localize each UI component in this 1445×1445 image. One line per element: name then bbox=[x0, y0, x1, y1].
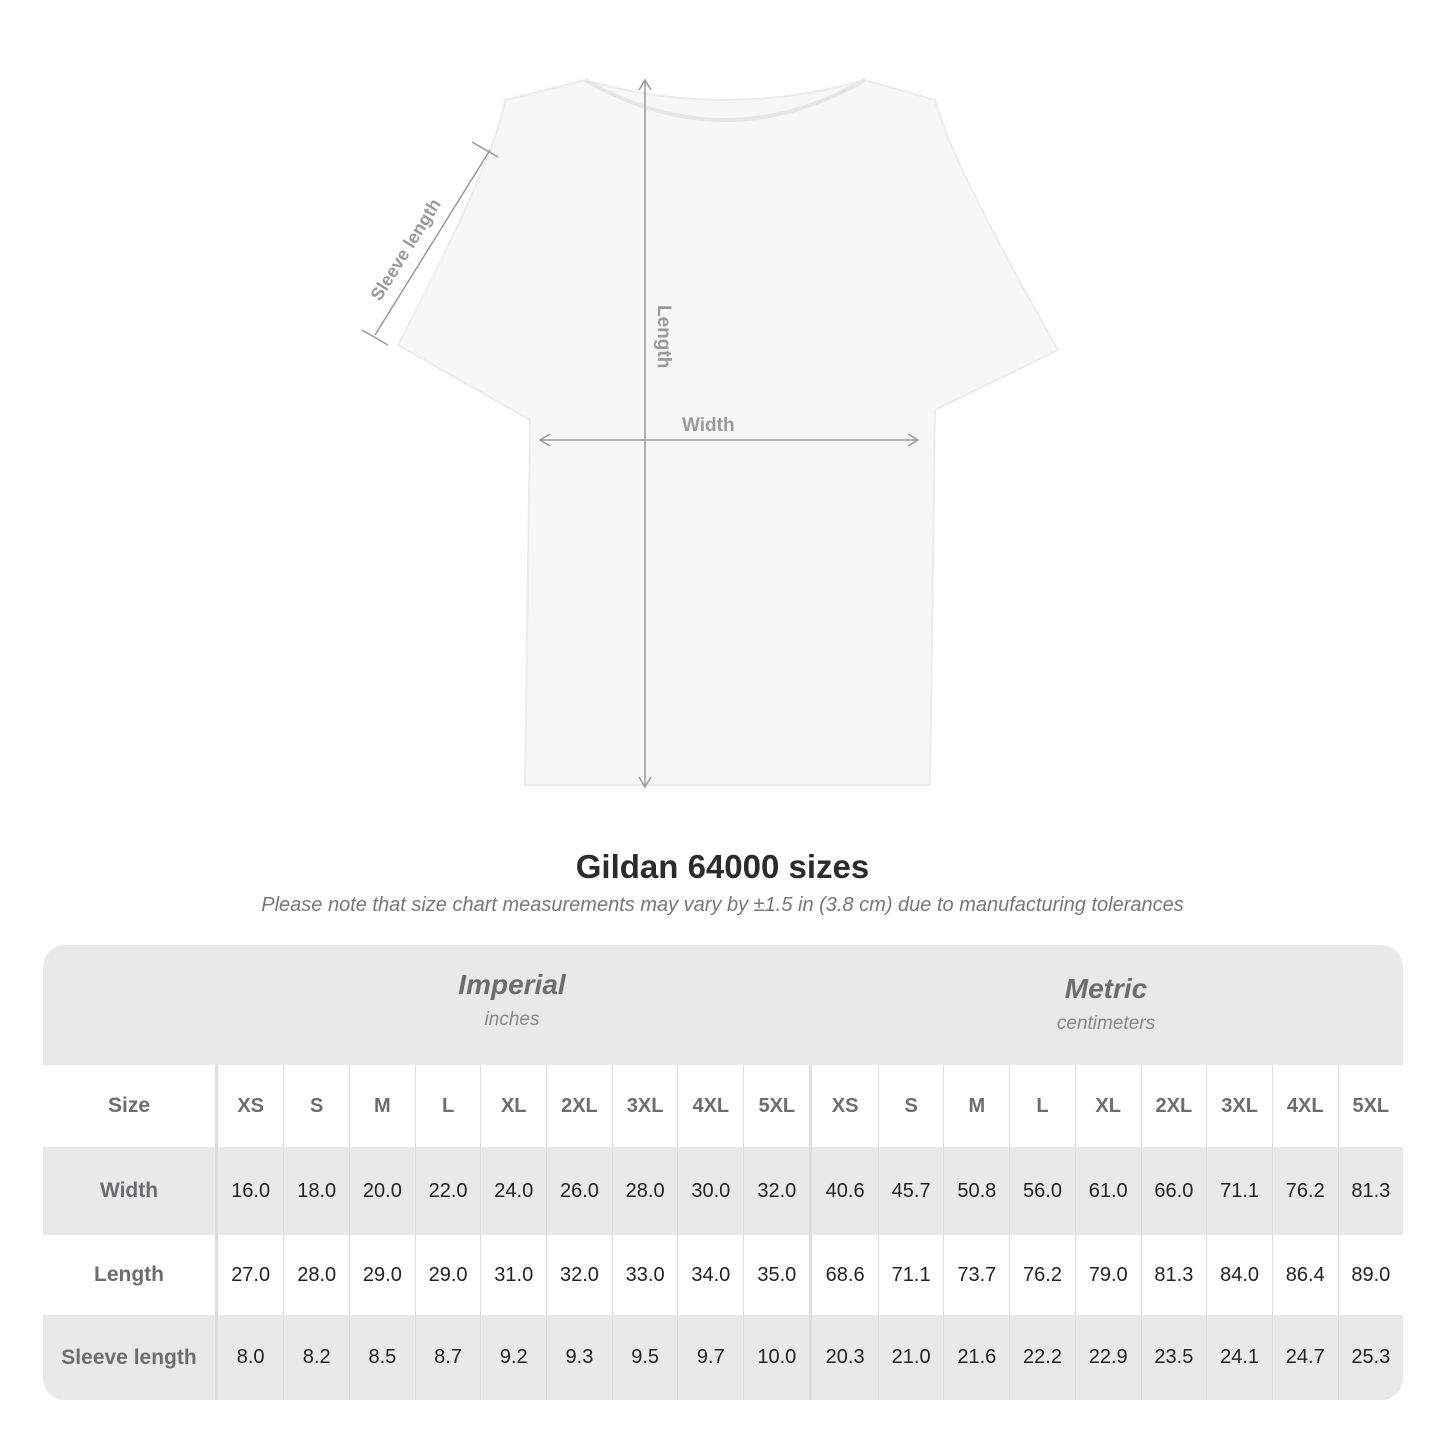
table-cell: 40.6 bbox=[809, 1147, 879, 1235]
width-label: Width bbox=[682, 415, 735, 436]
chart-title: Gildan 64000 sizes bbox=[575, 848, 870, 885]
size-header-metric: 4XL bbox=[1271, 1065, 1339, 1147]
table-cell: 35.0 bbox=[743, 1235, 811, 1315]
row-label: Length bbox=[43, 1235, 218, 1315]
table-cell: 30.0 bbox=[677, 1147, 744, 1235]
size-header-imperial: 3XL bbox=[611, 1065, 678, 1147]
row-label: Width bbox=[43, 1147, 218, 1235]
table-row: Size XS S M L XL 2XL 3XL 4XL 5XL XS S M L XL 2XL 3XL 4XL 5… bbox=[43, 1065, 1403, 1147]
size-header-metric: S bbox=[877, 1065, 944, 1147]
table-cell: 71.1 bbox=[1206, 1147, 1273, 1235]
table-cell: 24.1 bbox=[1206, 1315, 1273, 1400]
table-cell: 66.0 bbox=[1140, 1147, 1207, 1235]
table-cell: 81.3 bbox=[1337, 1147, 1403, 1235]
size-header-metric: XS bbox=[809, 1065, 879, 1147]
table-cell: 84.0 bbox=[1206, 1235, 1273, 1315]
length-label: Length bbox=[653, 305, 674, 368]
size-header-metric: 5XL bbox=[1337, 1065, 1403, 1147]
size-header-imperial: M bbox=[349, 1065, 416, 1147]
size-header-imperial: L bbox=[414, 1065, 481, 1147]
table-row: Sleeve length 8.0 8.2 8.5 8.7 9.2 9.3 9.5 9.7 10.… bbox=[43, 1315, 1403, 1400]
size-header-metric: 2XL bbox=[1140, 1065, 1207, 1147]
table-cell: 20.0 bbox=[349, 1147, 416, 1235]
table-cell: 22.0 bbox=[414, 1147, 481, 1235]
table-cell: 16.0 bbox=[215, 1147, 284, 1235]
table-cell: 28.0 bbox=[611, 1147, 678, 1235]
table-cell: 8.2 bbox=[283, 1315, 350, 1400]
table-cell: 32.0 bbox=[743, 1147, 811, 1235]
table-cell: 28.0 bbox=[283, 1235, 350, 1315]
table-cell: 22.2 bbox=[1009, 1315, 1076, 1400]
tolerance-note: Please note that size chart measurements… bbox=[261, 894, 1184, 916]
table-cell: 61.0 bbox=[1074, 1147, 1142, 1235]
table-cell: 9.7 bbox=[677, 1315, 744, 1400]
tshirt-image bbox=[396, 78, 1060, 786]
table-cell: 8.0 bbox=[215, 1315, 284, 1400]
table-cell: 24.0 bbox=[480, 1147, 547, 1235]
table-cell: 23.5 bbox=[1140, 1315, 1207, 1400]
table-cell: 25.3 bbox=[1337, 1315, 1403, 1400]
metric-header: Metric centimeters bbox=[809, 973, 1403, 1093]
table-cell: 73.7 bbox=[943, 1235, 1010, 1315]
table-cell: 24.7 bbox=[1271, 1315, 1339, 1400]
table-cell: 56.0 bbox=[1009, 1147, 1076, 1235]
imperial-title: Imperial bbox=[458, 969, 566, 1000]
table-cell: 34.0 bbox=[677, 1235, 744, 1315]
table-cell: 21.6 bbox=[943, 1315, 1010, 1400]
table-cell: 9.5 bbox=[611, 1315, 678, 1400]
table-cell: 33.0 bbox=[611, 1235, 678, 1315]
table-cell: 9.2 bbox=[480, 1315, 547, 1400]
table-cell: 29.0 bbox=[414, 1235, 481, 1315]
table-cell: 9.3 bbox=[546, 1315, 613, 1400]
size-header-imperial: 4XL bbox=[677, 1065, 744, 1147]
imperial-unit: inches bbox=[484, 1009, 540, 1030]
table-cell: 71.1 bbox=[877, 1235, 944, 1315]
table-cell: 21.0 bbox=[877, 1315, 944, 1400]
size-header-metric: 3XL bbox=[1206, 1065, 1273, 1147]
table-cell: 8.5 bbox=[349, 1315, 416, 1400]
tshirt-diagram: Sleeve length Length Width bbox=[361, 78, 1060, 789]
table-cell: 29.0 bbox=[349, 1235, 416, 1315]
size-header-imperial: XS bbox=[215, 1065, 284, 1147]
size-table: Imperial inches Metric centimeters Size X… bbox=[43, 945, 1403, 1400]
table-cell: 10.0 bbox=[743, 1315, 811, 1400]
table-cell: 76.2 bbox=[1009, 1235, 1076, 1315]
table-cell: 32.0 bbox=[546, 1235, 613, 1315]
table-cell: 26.0 bbox=[546, 1147, 613, 1235]
table-cell: 86.4 bbox=[1271, 1235, 1339, 1315]
size-table-grid: Size XS S M L XL 2XL 3XL 4XL 5XL XS S M L XL 2XL 3XL 4XL 5… bbox=[43, 1065, 1403, 1400]
table-cell: 79.0 bbox=[1074, 1235, 1142, 1315]
table-cell: 68.6 bbox=[809, 1235, 879, 1315]
size-header-imperial: 2XL bbox=[546, 1065, 613, 1147]
table-cell: 18.0 bbox=[283, 1147, 350, 1235]
measurement-lines bbox=[361, 78, 920, 789]
table-cell: 31.0 bbox=[480, 1235, 547, 1315]
imperial-header: Imperial inches bbox=[215, 969, 809, 1089]
table-cell: 22.9 bbox=[1074, 1315, 1142, 1400]
row-label: Size bbox=[43, 1065, 218, 1147]
row-label: Sleeve length bbox=[43, 1315, 218, 1400]
size-header-metric: L bbox=[1009, 1065, 1076, 1147]
metric-title: Metric bbox=[1064, 973, 1148, 1004]
size-header-imperial: 5XL bbox=[743, 1065, 811, 1147]
size-header-imperial: S bbox=[283, 1065, 350, 1147]
table-row: Length 27.0 28.0 29.0 29.0 31.0 32.0 33.0 34.0 35… bbox=[43, 1235, 1403, 1315]
table-cell: 27.0 bbox=[215, 1235, 284, 1315]
size-header-metric: XL bbox=[1074, 1065, 1142, 1147]
metric-unit: centimeters bbox=[1056, 1013, 1156, 1034]
table-cell: 8.7 bbox=[414, 1315, 481, 1400]
table-cell: 20.3 bbox=[809, 1315, 879, 1400]
table-cell: 81.3 bbox=[1140, 1235, 1207, 1315]
table-row: Width 16.0 18.0 20.0 22.0 24.0 26.0 28.0 30.0 32.… bbox=[43, 1147, 1403, 1235]
table-cell: 76.2 bbox=[1271, 1147, 1339, 1235]
size-header-imperial: XL bbox=[480, 1065, 547, 1147]
table-cell: 45.7 bbox=[877, 1147, 944, 1235]
table-cell: 89.0 bbox=[1337, 1235, 1403, 1315]
table-cell: 50.8 bbox=[943, 1147, 1010, 1235]
size-header-metric: M bbox=[943, 1065, 1010, 1147]
